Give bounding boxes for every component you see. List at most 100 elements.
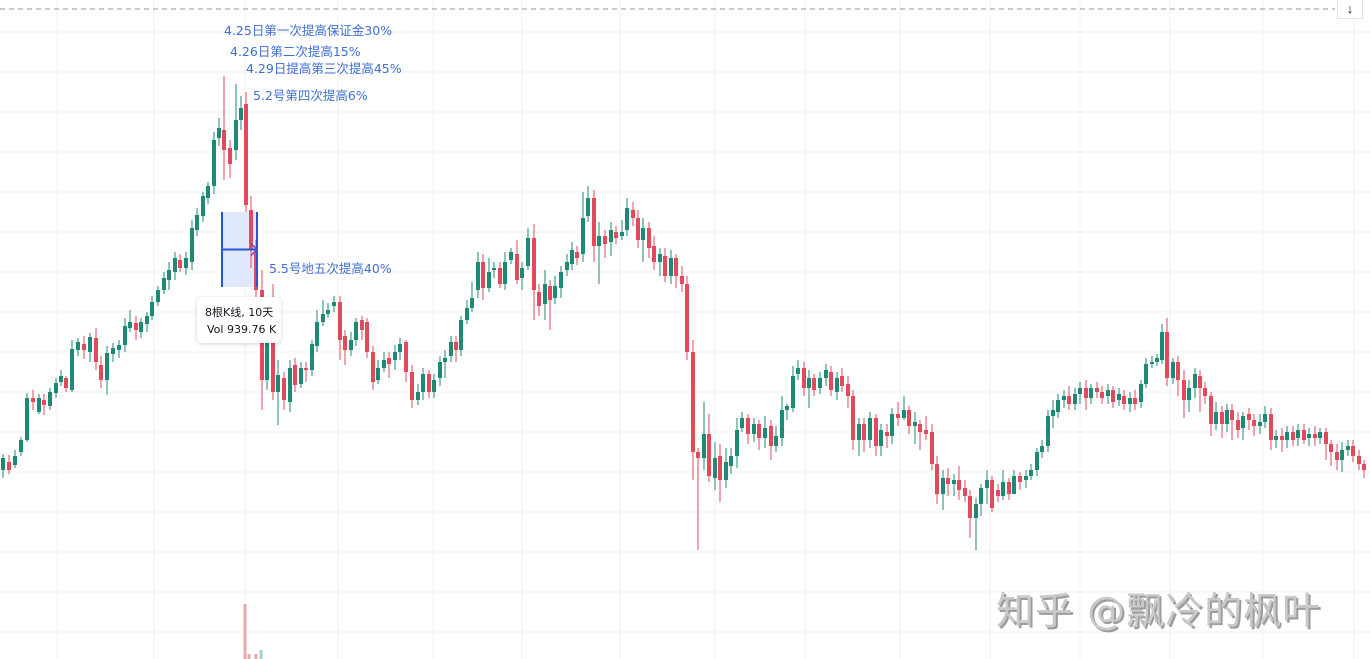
- candle-down: [7, 462, 11, 470]
- candle-down: [222, 130, 226, 150]
- candle-down: [963, 488, 967, 496]
- candle-up: [625, 208, 629, 230]
- candle-up: [19, 440, 23, 452]
- candle-down: [293, 365, 297, 385]
- annotation-1[interactable]: 4.25日第一次提高保证金30%: [224, 23, 393, 38]
- candle-up: [382, 360, 386, 368]
- annotation-5[interactable]: 5.5号地五次提高40%: [269, 261, 392, 276]
- candle-down: [1291, 432, 1295, 440]
- candle-down: [1007, 482, 1011, 494]
- candle-up: [1046, 416, 1050, 446]
- candle-up: [586, 198, 590, 216]
- candle-down: [1176, 362, 1180, 380]
- candle-up: [105, 353, 109, 380]
- candle-down: [282, 378, 286, 400]
- candle-up: [713, 458, 717, 478]
- candle-down: [1252, 420, 1256, 426]
- candle-up: [139, 322, 143, 332]
- candle-down: [1067, 396, 1071, 404]
- candle-up: [913, 422, 917, 426]
- candle-up: [190, 228, 194, 262]
- volume-bar: [259, 650, 263, 659]
- candle-up: [1139, 384, 1143, 402]
- candle-down: [1198, 376, 1202, 388]
- candle-down: [631, 210, 635, 218]
- candle-up: [520, 268, 524, 278]
- candle-up: [620, 232, 624, 236]
- candle-up: [1144, 364, 1148, 384]
- candle-up: [985, 480, 989, 488]
- scroll-to-latest-button[interactable]: ↓: [1337, 0, 1363, 19]
- candle-up: [774, 436, 778, 446]
- candle-up: [735, 430, 739, 456]
- candle-down: [885, 432, 889, 436]
- candle-down: [924, 430, 928, 434]
- candle-up: [184, 258, 188, 268]
- candle-up: [128, 322, 132, 328]
- candle-down: [1095, 388, 1099, 392]
- candle-down: [1133, 398, 1137, 404]
- candle-up: [1263, 414, 1267, 422]
- candle-up: [952, 480, 956, 484]
- candle-up: [1150, 362, 1154, 364]
- candle-down: [304, 368, 308, 370]
- annotation-3[interactable]: 4.29日提高第三次提高45%: [246, 61, 402, 76]
- annotation-4[interactable]: 5.2号第四次提高6%: [253, 88, 368, 103]
- candle-up: [879, 430, 883, 446]
- candle-down: [918, 424, 922, 432]
- candle-down: [1247, 414, 1251, 420]
- candle-up: [868, 418, 872, 440]
- candle-up: [487, 272, 491, 288]
- candle-down: [548, 286, 552, 300]
- candle-down: [829, 372, 833, 390]
- candle-down: [244, 104, 248, 205]
- candle-down: [746, 418, 750, 434]
- candle-up: [1193, 374, 1197, 388]
- range-bars-label: 8根K线, 10天: [205, 306, 274, 319]
- candle-up: [465, 308, 469, 320]
- annotation-2[interactable]: 4.26日第二次提高15%: [230, 44, 361, 59]
- candle-up: [1307, 434, 1311, 438]
- candle-down: [946, 478, 950, 484]
- candle-up: [857, 424, 861, 440]
- candle-up: [785, 406, 789, 410]
- candle-down: [532, 238, 536, 290]
- candle-down: [674, 258, 678, 276]
- candle-down: [691, 352, 695, 452]
- candle-down: [134, 323, 138, 330]
- candle-down: [1209, 396, 1213, 424]
- candle-up: [449, 342, 453, 356]
- candle-down: [990, 480, 994, 508]
- candle-up: [332, 302, 336, 306]
- candle-up: [1029, 470, 1033, 476]
- volume-bar: [247, 654, 251, 659]
- candle-down: [537, 292, 541, 306]
- candle-down: [680, 276, 684, 284]
- candle-down: [907, 410, 911, 426]
- candle-down: [1302, 430, 1306, 440]
- candle-up: [1171, 362, 1175, 378]
- candle-up: [212, 140, 216, 186]
- candle-down: [1182, 380, 1186, 400]
- candle-up: [123, 326, 127, 345]
- candle-down: [802, 368, 806, 388]
- candle-up: [1117, 394, 1121, 400]
- candle-up: [393, 352, 397, 360]
- candle-down: [663, 256, 667, 276]
- candle-up: [299, 368, 303, 384]
- candle-up: [1225, 410, 1229, 424]
- candle-up: [276, 375, 280, 392]
- candle-down: [1111, 390, 1115, 402]
- candle-up: [890, 414, 894, 436]
- candle-down: [862, 424, 866, 440]
- candle-down: [636, 218, 640, 240]
- range-volume-label: Vol 939.76 K: [207, 323, 277, 336]
- candle-up: [37, 398, 41, 412]
- candle-up: [824, 370, 828, 378]
- candle-up: [1128, 398, 1132, 404]
- candle-up: [509, 252, 513, 260]
- candle-up: [526, 238, 530, 266]
- candle-down: [874, 418, 878, 446]
